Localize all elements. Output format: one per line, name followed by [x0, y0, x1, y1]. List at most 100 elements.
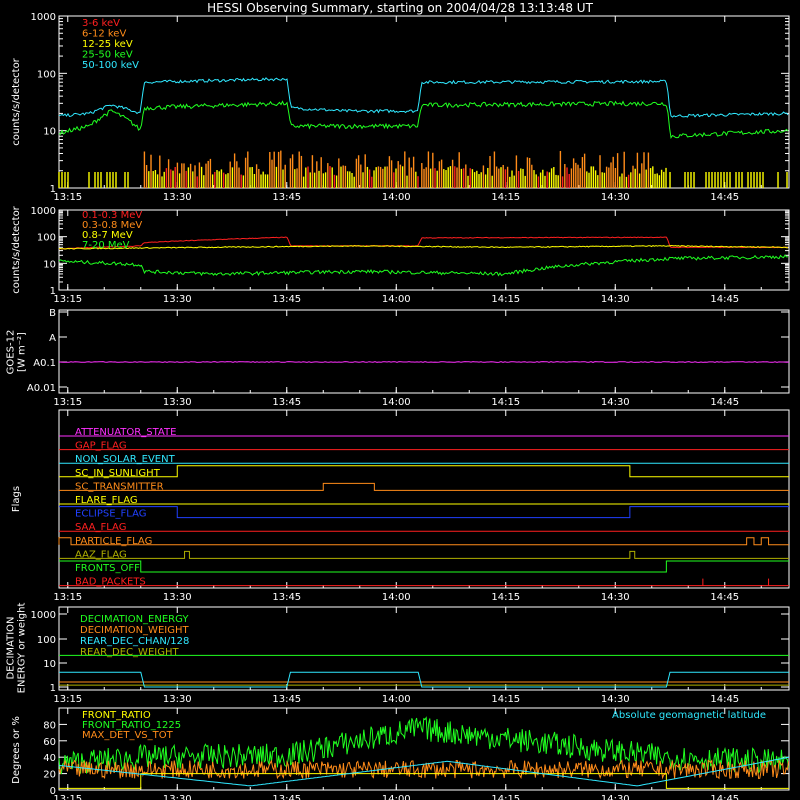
panel5-legend-entry: DECIMATION_ENERGY — [80, 614, 189, 625]
panel4-flag-label: FLARE_FLAG — [75, 495, 138, 506]
panel6-xtick-label: 13:30 — [163, 794, 192, 800]
panel4-flag-line — [59, 560, 789, 573]
panel6-front-ratio-1225 — [58, 716, 790, 775]
panel2-xtick-label: 13:15 — [53, 294, 82, 305]
panel3-xtick-label: 14:30 — [601, 397, 630, 408]
panel2-legend-entry: 0.8-7 MeV — [82, 230, 133, 241]
panel4-flag-line — [59, 506, 789, 519]
panel4-xtick-label: 14:45 — [710, 592, 739, 603]
panel2-legend-entry: 0.1-0.3 MeV — [82, 210, 142, 221]
panel2-series-0.8-7mev — [58, 244, 788, 250]
panel6-xtick-label: 13:15 — [53, 794, 82, 800]
panel4-flag-label: GAP_FLAG — [75, 441, 127, 452]
panel2-ytick-label: 100 — [37, 233, 56, 244]
chart-title: HESSI Observing Summary, starting on 200… — [207, 1, 593, 15]
panel1-legend-entry: 25-50 keV — [82, 50, 133, 61]
panel1-xtick-label: 13:30 — [163, 192, 192, 203]
panel2-series-0.1-0.3mev — [58, 236, 789, 250]
panel3-ytick-label: A0.01 — [27, 383, 56, 394]
panel5-xtick-label: 14:30 — [601, 694, 630, 705]
panel6-legend-entry: MAX_DET_VS_TOT — [82, 730, 174, 741]
panel2-xtick-label: 14:45 — [710, 294, 739, 305]
panel6-frame — [58, 707, 790, 791]
panel3-ytick-label: A — [49, 333, 56, 344]
panel6-front-ratio — [59, 773, 789, 789]
panel4-xtick-label: 14:15 — [491, 592, 520, 603]
panel3-xtick-label: 14:45 — [710, 397, 739, 408]
panel4-flag-label: ATTENUATOR_STATE — [75, 427, 176, 438]
panel2-ytick-label: 1 — [50, 286, 56, 297]
panel5-ytick-label: 1000 — [31, 610, 56, 621]
panel4-flag-line — [58, 537, 789, 546]
panel6-ytick-label: 0 — [50, 786, 56, 797]
panel1-legend-entry: 6-12 keV — [82, 29, 126, 40]
panel2-frame — [58, 209, 790, 291]
panel4-xtick-label: 13:45 — [272, 592, 301, 603]
panel1-legend-entry: 3-6 keV — [82, 18, 120, 29]
panel1-series-50-100kev — [58, 77, 789, 118]
panel6-geomagnetic-latitude — [58, 756, 790, 787]
panel2-xtick-label: 13:30 — [163, 294, 192, 305]
panel1-ytick-label: 1000 — [31, 12, 56, 23]
panel4-xtick-label: 13:15 — [53, 592, 82, 603]
panel2-xtick-label: 14:00 — [382, 294, 411, 305]
panel2-legend-entry: 0.3-0.8 MeV — [82, 220, 142, 231]
panel2-legend-entry: 7-20 MeV — [82, 240, 130, 251]
panel2-ytick-label: 10 — [43, 259, 56, 270]
panel5-legend-entry: DECIMATION_WEIGHT — [80, 625, 189, 636]
panel3-ytick-label: B — [49, 308, 56, 319]
panel1-xtick-label: 13:15 — [53, 192, 82, 203]
panel4-flag-label: ECLIPSE_FLAG — [75, 509, 146, 520]
panel6-xtick-label: 14:30 — [601, 794, 630, 800]
panel5-legend-entry: REAR_DEC_CHAN/128 — [80, 636, 189, 647]
panel4-flag-label: SC_TRANSMITTER — [75, 481, 164, 492]
panel4-flag-label: PARTICLE_FLAG — [75, 536, 152, 547]
panel3-xtick-label: 13:15 — [53, 397, 82, 408]
panel4-flag-label: SC_IN_SUNLIGHT — [75, 468, 161, 479]
panel2-ytick-label: 1000 — [31, 206, 56, 217]
panel3-xtick-label: 13:30 — [163, 397, 192, 408]
panel6-annotation: Absolute geomagnetic latitude — [612, 710, 766, 721]
panel1-series-25-50kev — [58, 100, 789, 140]
panel3-xtick-label: 13:45 — [272, 397, 301, 408]
panel4-flag-label: FRONTS_OFF — [75, 563, 140, 574]
panel4-flag-line — [59, 550, 789, 559]
panel6-xtick-label: 14:15 — [491, 794, 520, 800]
panel5-xtick-label: 13:30 — [163, 694, 192, 705]
panel4-xtick-label: 14:00 — [382, 592, 411, 603]
panel1-ytick-label: 10 — [43, 127, 56, 138]
panel2-xtick-label: 14:30 — [601, 294, 630, 305]
panel6-legend-entry: FRONT_RATIO_1225 — [82, 720, 181, 731]
panel3-ylabel: GOES-12 — [6, 330, 17, 375]
panel3-ylabel: [W m⁻²] — [17, 332, 28, 372]
panel2-ylabel: counts/s/detector — [11, 205, 22, 293]
panel6-xtick-label: 14:45 — [710, 794, 739, 800]
panel3-ytick-label: A0.1 — [33, 358, 56, 369]
panel5-xtick-label: 14:15 — [491, 694, 520, 705]
panel1-xtick-label: 13:45 — [272, 192, 301, 203]
panel2-series-7-20mev — [58, 254, 789, 277]
panel1-ytick-label: 100 — [37, 69, 56, 80]
panel1-xtick-label: 14:30 — [601, 192, 630, 203]
panel6-ytick-label: 20 — [43, 770, 56, 781]
panel6-legend-entry: FRONT_RATIO — [82, 710, 151, 721]
panel4-xtick-label: 13:30 — [163, 592, 192, 603]
panel6-ylabel: Degrees or % — [11, 716, 22, 784]
panel5-ytick-label: 10 — [43, 659, 56, 670]
panel4-xtick-label: 14:30 — [601, 592, 630, 603]
panel4-flag-line — [59, 482, 789, 491]
panel1-xtick-label: 14:00 — [382, 192, 411, 203]
panel1-ytick-label: 1 — [50, 184, 56, 195]
panel1-ylabel: counts/s/detector — [11, 57, 22, 145]
panel4-flag-label: SAA_FLAG — [75, 522, 126, 533]
panel5-ytick-label: 1 — [50, 683, 56, 694]
panel5-xtick-label: 14:45 — [710, 694, 739, 705]
panel2-xtick-label: 14:15 — [491, 294, 520, 305]
panel6-ytick-label: 80 — [43, 720, 56, 731]
panel5-xtick-label: 14:00 — [382, 694, 411, 705]
panel3-xtick-label: 14:15 — [491, 397, 520, 408]
panel5-ylabel: ENERGY or weight — [17, 603, 28, 694]
panel1-legend-entry: 12-25 keV — [82, 39, 133, 50]
panel4-flag-label: BAD_PACKETS — [75, 577, 146, 588]
